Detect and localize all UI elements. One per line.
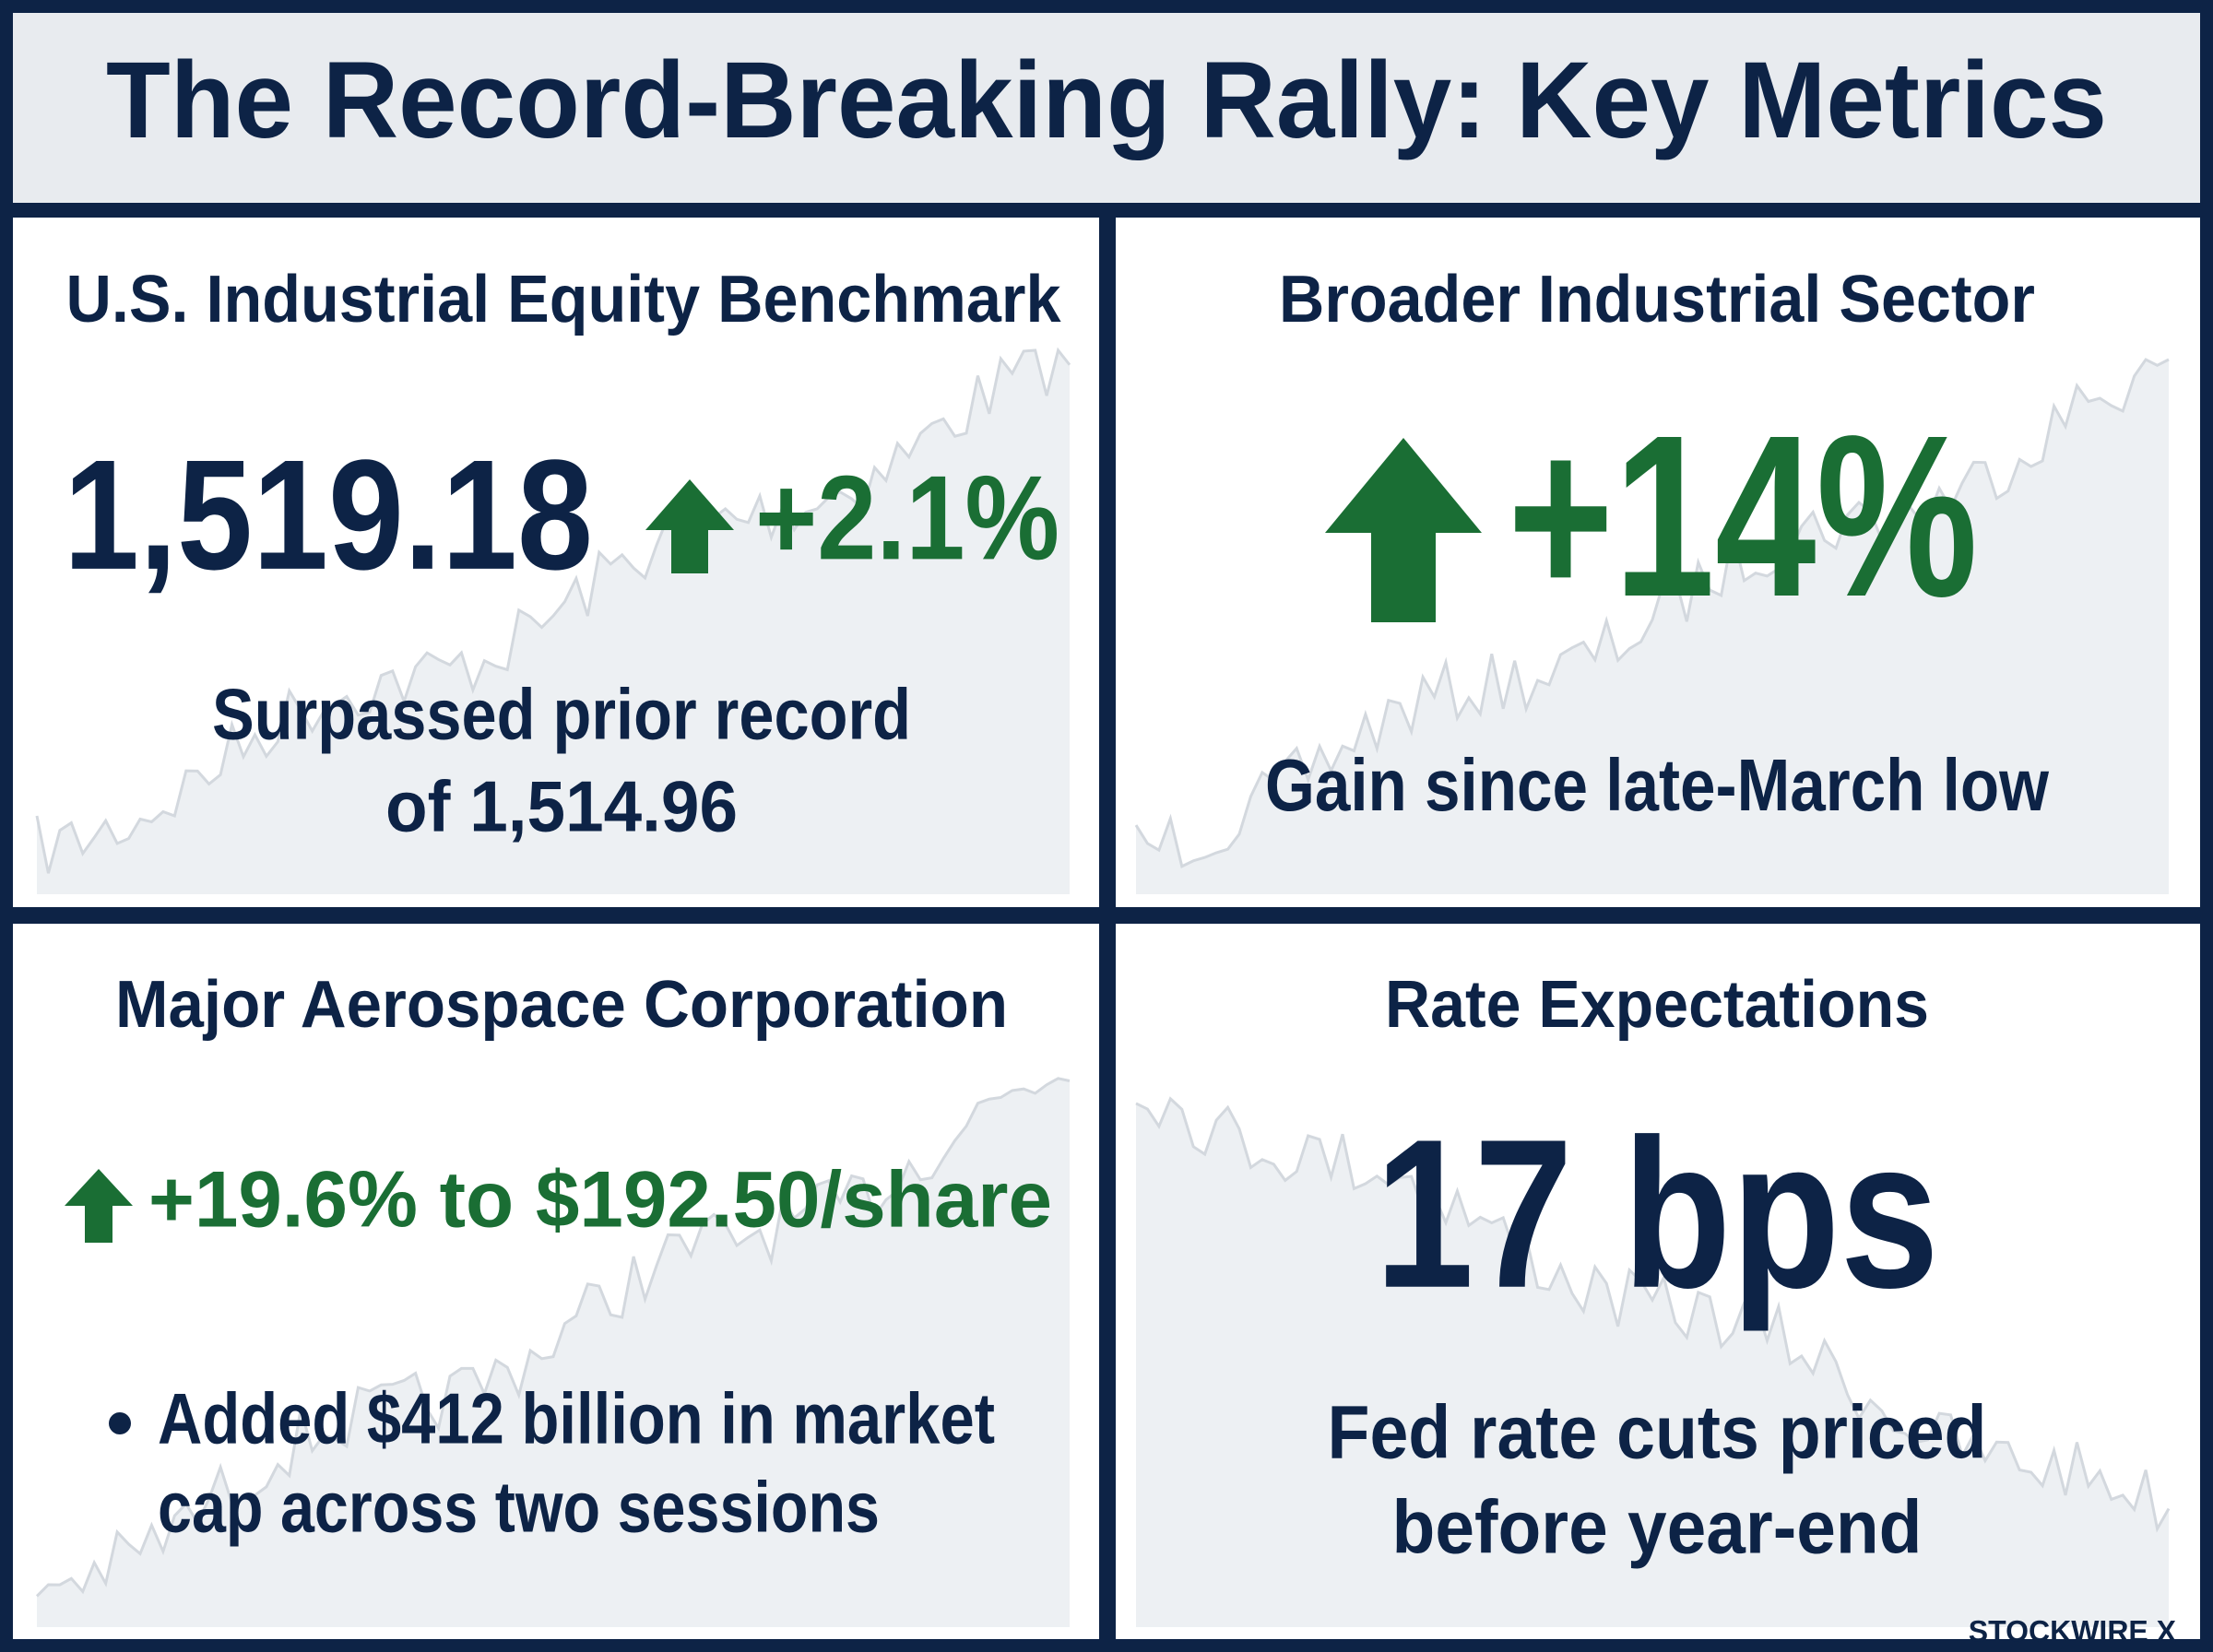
metric-value: 1,519.18 xyxy=(64,428,593,603)
panel-note: Fed rate cuts priced xyxy=(1328,1391,1987,1475)
metric-change: +2.1% xyxy=(755,450,1059,584)
background-area xyxy=(37,1078,1070,1627)
panel-note: Gain since late-March low xyxy=(1265,744,2050,826)
metric-value: 17 bps xyxy=(1375,1095,1939,1332)
background-line xyxy=(35,1077,1071,1598)
background-line xyxy=(1134,358,2170,868)
up-arrow xyxy=(1325,438,1482,622)
brand-logo: STOCKWIRE X xyxy=(1969,1614,2177,1647)
page-title: The Record-Breaking Rally: Key Metrics xyxy=(106,40,2107,161)
panel-note: cap across two sessions xyxy=(158,1467,880,1548)
background-line xyxy=(1135,1096,2171,1533)
metric-change: +14% xyxy=(1508,387,1978,644)
panel-note: before year-end xyxy=(1392,1486,1923,1570)
panel-note: of 1,514.96 xyxy=(385,766,738,847)
up-arrow xyxy=(65,1169,133,1243)
background-line xyxy=(35,347,1071,874)
header-banner xyxy=(13,13,2200,203)
up-arrow xyxy=(645,479,734,573)
background-area xyxy=(37,350,1070,894)
bullet xyxy=(109,1412,131,1434)
metric-change: +19.6% to $192.50/share xyxy=(148,1156,1052,1245)
panel-title: Major Aerospace Corporation xyxy=(115,968,1008,1042)
panel-note: Added $412 billion in market xyxy=(158,1378,995,1459)
panel-title: Broader Industrial Sector xyxy=(1279,263,2035,336)
background-area xyxy=(1136,1098,2169,1627)
panel-title: Rate Expectations xyxy=(1385,968,1929,1042)
background-area xyxy=(1136,360,2169,894)
panel-note: Surpassed prior record xyxy=(212,674,911,755)
panel-title: U.S. Industrial Equity Benchmark xyxy=(66,263,1062,336)
